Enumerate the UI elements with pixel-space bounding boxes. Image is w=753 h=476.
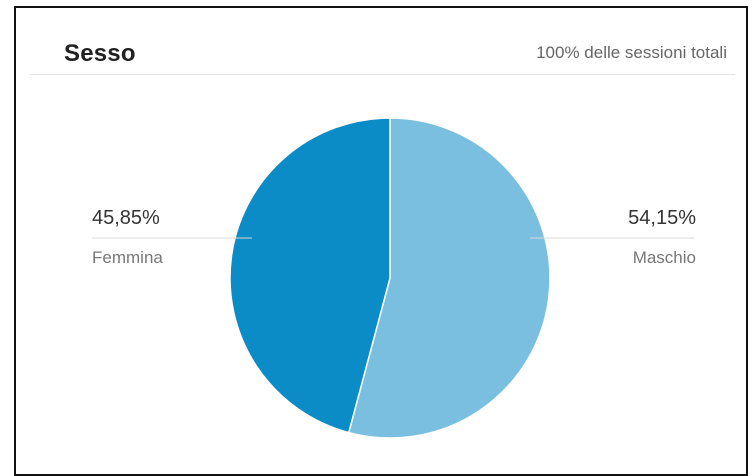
pie-slice-femmina[interactable] xyxy=(229,117,391,434)
pie-chart: 54,15% Maschio 45,85% Femmina xyxy=(92,117,696,439)
pie-slice-maschio[interactable] xyxy=(347,117,551,439)
slice-category-label-femmina: Femmina xyxy=(92,248,163,267)
card-header: Sesso 100% delle sessioni totali xyxy=(30,30,735,75)
slice-value-label-femmina: 45,85% xyxy=(92,207,160,229)
slice-value-label-maschio: 54,15% xyxy=(628,207,696,229)
slice-category-label-maschio: Maschio xyxy=(633,248,696,267)
card-title: Sesso xyxy=(64,40,136,67)
card-subtitle: 100% delle sessioni totali xyxy=(536,43,727,62)
